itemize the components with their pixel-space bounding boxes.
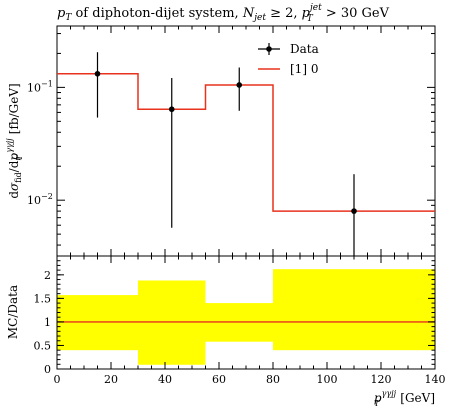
ratio-band <box>138 280 206 365</box>
data-point <box>236 82 243 88</box>
ratio-uncertainty-bands <box>57 269 435 365</box>
x-tick-label: 140 <box>425 373 446 386</box>
x-axis-label: pγγjj T [GeV] <box>374 389 435 407</box>
ratio-band <box>57 295 138 351</box>
data-point <box>168 106 175 113</box>
ratio-axis-ticks: 00.511.520 20 40 60 80 100 120 140 <box>34 256 446 386</box>
x-tick-label: 60 <box>212 373 226 386</box>
x-tick-label: 20 <box>104 373 118 386</box>
main-axis-ticks: 10−1 10−2 <box>27 26 436 256</box>
legend-data-marker <box>266 46 272 52</box>
data-point <box>94 70 101 77</box>
legend-mc-label: [1] 0 <box>290 62 318 76</box>
ratio-y-tick-label: 2 <box>44 269 51 282</box>
x-tick-label: 0 <box>54 373 61 386</box>
data-points <box>94 52 357 256</box>
ratio-y-tick-label: 0.5 <box>34 339 52 352</box>
legend-data-label: Data <box>290 42 319 56</box>
x-tick-label: 80 <box>266 373 280 386</box>
ratio-y-axis-label: MC/Data <box>6 285 20 339</box>
ratio-panel: 00.511.520 20 40 60 80 100 120 140 <box>34 255 446 386</box>
main-y-axis-label: dσfid/dpγγjjT [fb/GeV] <box>5 83 24 198</box>
legend: Data [1] 0 <box>258 42 319 76</box>
main-y-tick-label: 10−1 <box>27 79 53 94</box>
data-point <box>351 208 357 214</box>
main-panel: 10−1 10−2 <box>27 25 436 257</box>
ratio-y-tick-label: 1.5 <box>34 292 52 305</box>
chart-title: pT of diphoton-dijet system, Njet ≥ 2, p… <box>57 3 390 24</box>
ratio-y-tick-label: 0 <box>44 363 51 376</box>
ratio-band <box>273 269 435 351</box>
x-tick-label: 100 <box>317 373 338 386</box>
main-y-tick-label: 10−2 <box>27 192 53 207</box>
mc-histogram <box>57 73 435 212</box>
x-tick-label: 40 <box>158 373 172 386</box>
mc-histogram-line <box>57 73 435 212</box>
x-tick-label: 120 <box>371 373 392 386</box>
ratio-y-tick-label: 1 <box>44 316 51 329</box>
main-frame <box>56 25 436 257</box>
